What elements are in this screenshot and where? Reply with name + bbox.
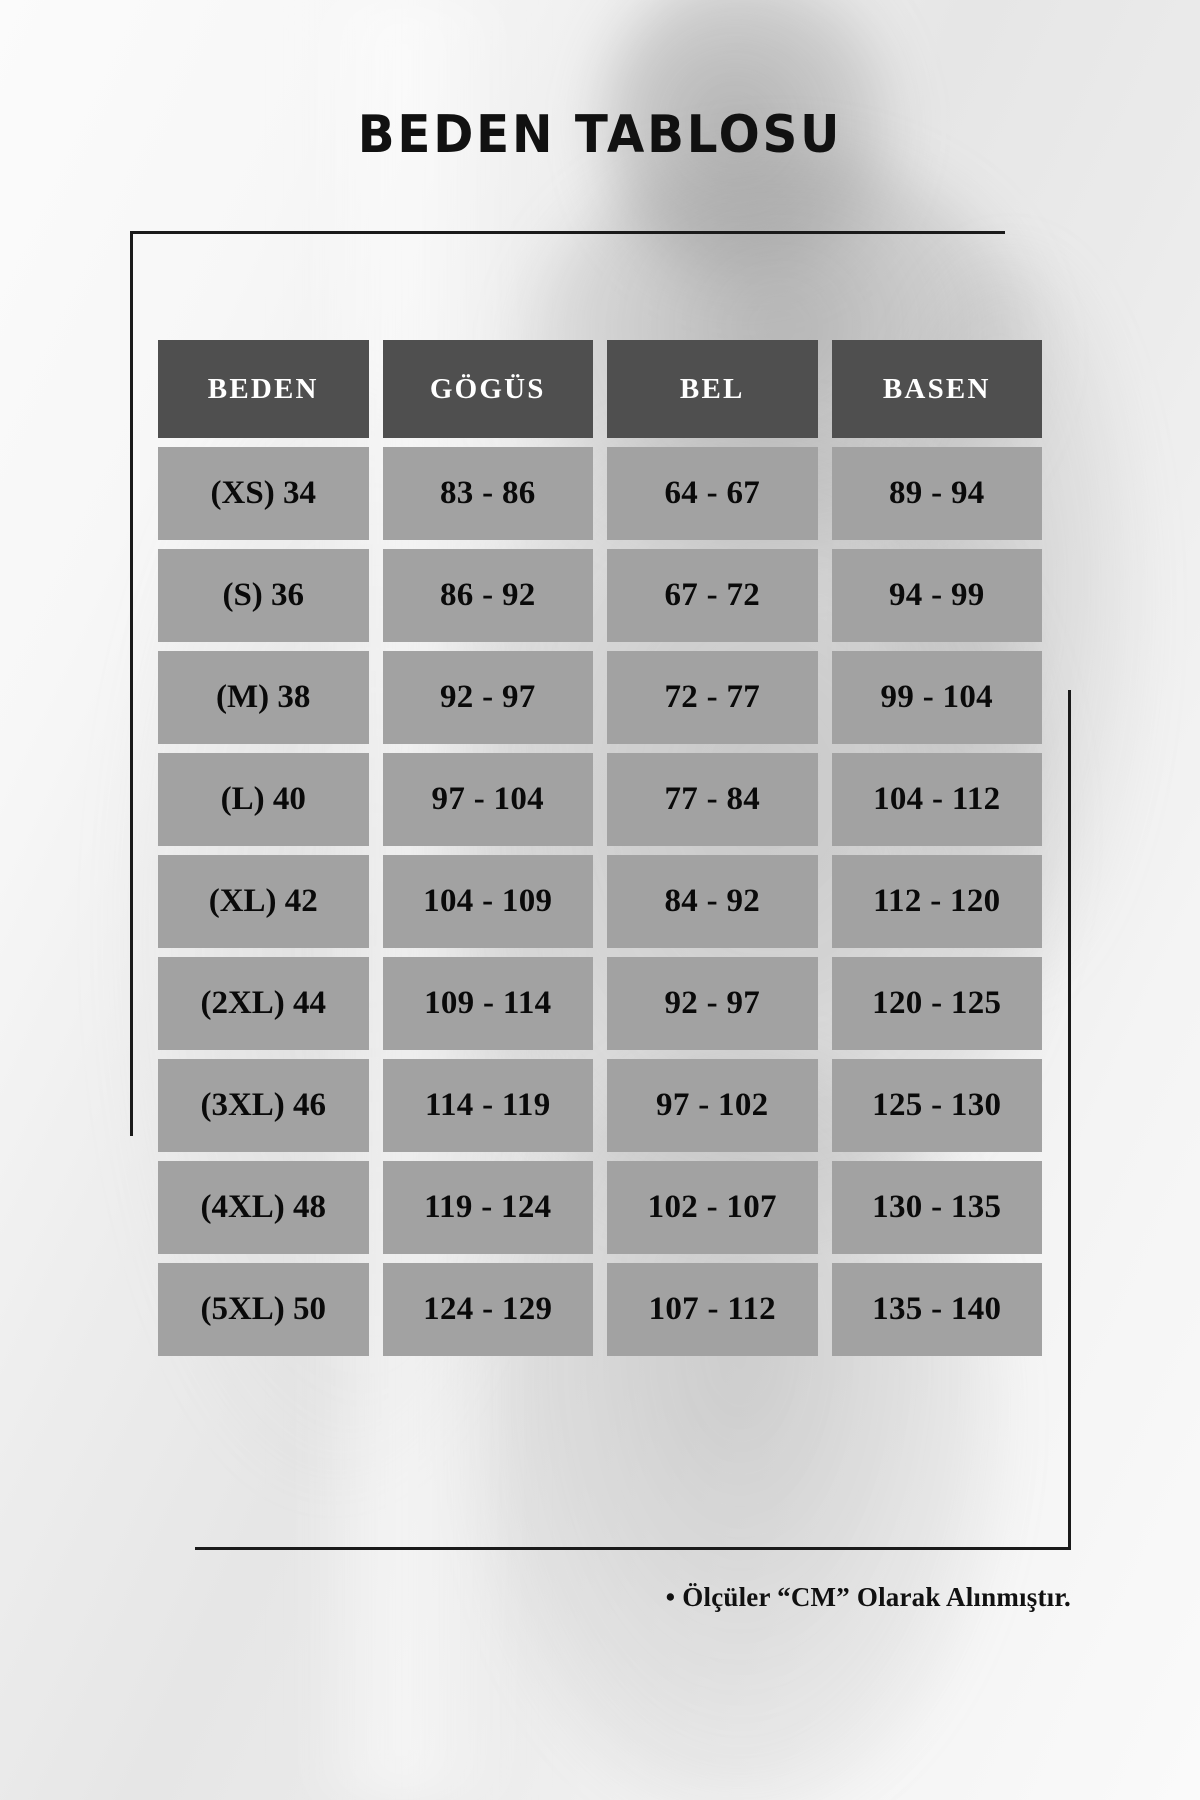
table-row: (XL) 42 104 - 109 84 - 92 112 - 120 bbox=[158, 855, 1042, 948]
cell-bel: 77 - 84 bbox=[607, 753, 818, 846]
cell-gogus: 83 - 86 bbox=[382, 447, 593, 540]
decorative-rule-bottom bbox=[195, 1547, 1071, 1550]
cell-bel: 97 - 102 bbox=[607, 1059, 818, 1152]
cell-beden: (5XL) 50 bbox=[158, 1263, 369, 1356]
cell-beden: (XS) 34 bbox=[158, 447, 369, 540]
table-row: (5XL) 50 124 - 129 107 - 112 135 - 140 bbox=[158, 1263, 1042, 1356]
cell-gogus: 97 - 104 bbox=[382, 753, 593, 846]
cell-gogus: 119 - 124 bbox=[382, 1161, 593, 1254]
cell-gogus: 114 - 119 bbox=[382, 1059, 593, 1152]
size-table: BEDEN GÖGÜS BEL BASEN (XS) 34 83 - 86 64… bbox=[158, 340, 1042, 1356]
decorative-rule-left bbox=[130, 231, 133, 1136]
cell-beden: (S) 36 bbox=[158, 549, 369, 642]
cell-basen: 125 - 130 bbox=[831, 1059, 1042, 1152]
table-row: (L) 40 97 - 104 77 - 84 104 - 112 bbox=[158, 753, 1042, 846]
table-row: (4XL) 48 119 - 124 102 - 107 130 - 135 bbox=[158, 1161, 1042, 1254]
cell-beden: (M) 38 bbox=[158, 651, 369, 744]
cell-bel: 102 - 107 bbox=[607, 1161, 818, 1254]
cell-bel: 72 - 77 bbox=[607, 651, 818, 744]
bullet-icon: • bbox=[665, 1582, 676, 1612]
footnote-text: Ölçüler “CM” Olarak Alınmıştır. bbox=[682, 1582, 1071, 1612]
table-row: (2XL) 44 109 - 114 92 - 97 120 - 125 bbox=[158, 957, 1042, 1050]
cell-basen: 89 - 94 bbox=[831, 447, 1042, 540]
table-header-row: BEDEN GÖGÜS BEL BASEN bbox=[158, 340, 1042, 438]
cell-basen: 135 - 140 bbox=[831, 1263, 1042, 1356]
cell-basen: 120 - 125 bbox=[831, 957, 1042, 1050]
table-row: (3XL) 46 114 - 119 97 - 102 125 - 130 bbox=[158, 1059, 1042, 1152]
cell-gogus: 109 - 114 bbox=[382, 957, 593, 1050]
cell-beden: (L) 40 bbox=[158, 753, 369, 846]
cell-bel: 84 - 92 bbox=[607, 855, 818, 948]
decorative-rule-right bbox=[1068, 690, 1071, 1550]
table-row: (XS) 34 83 - 86 64 - 67 89 - 94 bbox=[158, 447, 1042, 540]
cell-beden: (XL) 42 bbox=[158, 855, 369, 948]
footnote: • Ölçüler “CM” Olarak Alınmıştır. bbox=[0, 1582, 1071, 1613]
page-title: BEDEN TABLOSU bbox=[357, 105, 843, 165]
cell-basen: 94 - 99 bbox=[831, 549, 1042, 642]
cell-basen: 104 - 112 bbox=[831, 753, 1042, 846]
table-row: (M) 38 92 - 97 72 - 77 99 - 104 bbox=[158, 651, 1042, 744]
table-row: (S) 36 86 - 92 67 - 72 94 - 99 bbox=[158, 549, 1042, 642]
cell-gogus: 104 - 109 bbox=[382, 855, 593, 948]
cell-bel: 67 - 72 bbox=[607, 549, 818, 642]
cell-beden: (4XL) 48 bbox=[158, 1161, 369, 1254]
cell-gogus: 86 - 92 bbox=[382, 549, 593, 642]
cell-bel: 92 - 97 bbox=[607, 957, 818, 1050]
cell-basen: 112 - 120 bbox=[831, 855, 1042, 948]
cell-gogus: 92 - 97 bbox=[382, 651, 593, 744]
cell-basen: 130 - 135 bbox=[831, 1161, 1042, 1254]
column-header-beden: BEDEN bbox=[158, 340, 369, 438]
cell-gogus: 124 - 129 bbox=[382, 1263, 593, 1356]
column-header-bel: BEL bbox=[607, 340, 818, 438]
cell-bel: 64 - 67 bbox=[607, 447, 818, 540]
cell-beden: (2XL) 44 bbox=[158, 957, 369, 1050]
column-header-gogus: GÖGÜS bbox=[382, 340, 593, 438]
cell-beden: (3XL) 46 bbox=[158, 1059, 369, 1152]
decorative-rule-top bbox=[130, 231, 1005, 234]
cell-basen: 99 - 104 bbox=[831, 651, 1042, 744]
column-header-basen: BASEN bbox=[831, 340, 1042, 438]
cell-bel: 107 - 112 bbox=[607, 1263, 818, 1356]
